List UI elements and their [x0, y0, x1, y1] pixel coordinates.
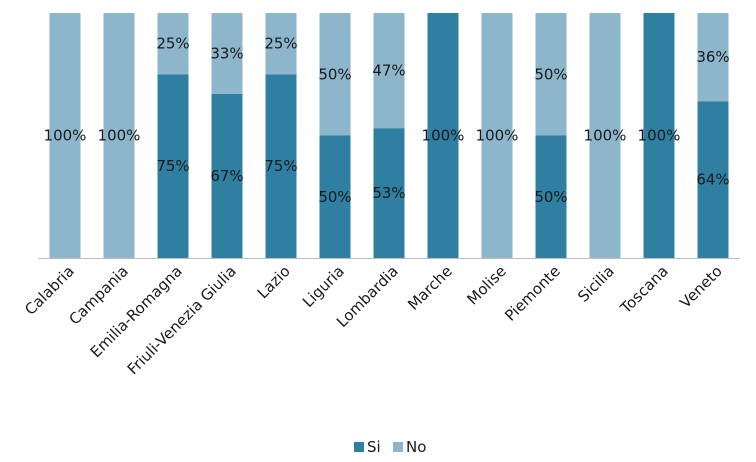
x-tick-label-11: Toscana [616, 262, 672, 318]
bar-si-11 [643, 13, 675, 258]
data-label-no-8: 100% [476, 127, 519, 145]
bar-si-12 [697, 101, 729, 258]
x-tick-label-9: Piemonte [501, 262, 564, 325]
data-label-si-12: 64% [696, 171, 729, 189]
data-label-si-11: 100% [638, 127, 681, 145]
x-tick-label-2: Emilia-Romagna [87, 262, 186, 361]
bar-no-8 [481, 13, 513, 258]
data-label-no-10: 100% [584, 127, 627, 145]
bar-si-4 [265, 74, 297, 258]
data-label-no-6: 47% [372, 62, 405, 80]
bar-no-1 [103, 13, 135, 258]
data-label-si-4: 75% [264, 157, 297, 175]
data-label-si-3: 67% [210, 167, 243, 185]
bar-si-3 [211, 93, 243, 258]
x-tick-label-4: Lazio [254, 262, 294, 302]
data-label-no-2: 25% [156, 35, 189, 53]
bar-no-0 [49, 13, 81, 258]
bar-si-7 [427, 13, 459, 258]
bar-no-12 [697, 13, 729, 102]
x-tick-label-3: Friuli-Venezia Giulia [124, 262, 240, 378]
x-tick-label-0: Calabria [21, 262, 78, 319]
data-label-no-0: 100% [44, 127, 87, 145]
value-labels-group: 100% 100% 75% 25% 67% 33% 75% 25% 50% 50% 53% 47% 10… [44, 35, 730, 206]
x-tick-label-10: Sicilia [574, 262, 618, 306]
legend-swatch-si [354, 442, 364, 452]
x-tick-label-7: Marche [404, 262, 456, 314]
data-label-no-3: 33% [210, 44, 243, 62]
bar-si-9 [535, 135, 567, 258]
legend-swatch-no [393, 442, 403, 452]
data-label-no-1: 100% [98, 127, 141, 145]
x-tick-label-8: Molise [464, 262, 510, 308]
data-label-no-5: 50% [318, 65, 351, 83]
x-tick-labels-group: CalabriaCampaniaEmilia-RomagnaFriuli-Ven… [21, 262, 726, 378]
bar-no-10 [589, 13, 621, 258]
data-label-si-6: 53% [372, 184, 405, 202]
data-label-si-2: 75% [156, 157, 189, 175]
data-label-si-5: 50% [318, 188, 351, 206]
bar-no-4 [265, 13, 297, 75]
bar-si-5 [319, 135, 351, 258]
bar-si-2 [157, 74, 189, 258]
x-tick-label-5: Liguria [299, 262, 348, 311]
data-label-no-9: 50% [534, 65, 567, 83]
bar-no-6 [373, 13, 405, 129]
x-tick-label-12: Veneto [676, 262, 726, 312]
data-label-no-4: 25% [264, 35, 297, 53]
bars-group [49, 13, 729, 258]
data-label-si-9: 50% [534, 188, 567, 206]
legend: Si No [354, 438, 426, 456]
bar-no-9 [535, 13, 567, 136]
bar-si-6 [373, 128, 405, 258]
bar-no-3 [211, 13, 243, 94]
legend-label-si: Si [367, 438, 381, 456]
bar-no-5 [319, 13, 351, 136]
data-label-no-12: 36% [696, 48, 729, 66]
data-label-si-7: 100% [422, 127, 465, 145]
bar-no-2 [157, 13, 189, 75]
legend-label-no: No [406, 438, 426, 456]
